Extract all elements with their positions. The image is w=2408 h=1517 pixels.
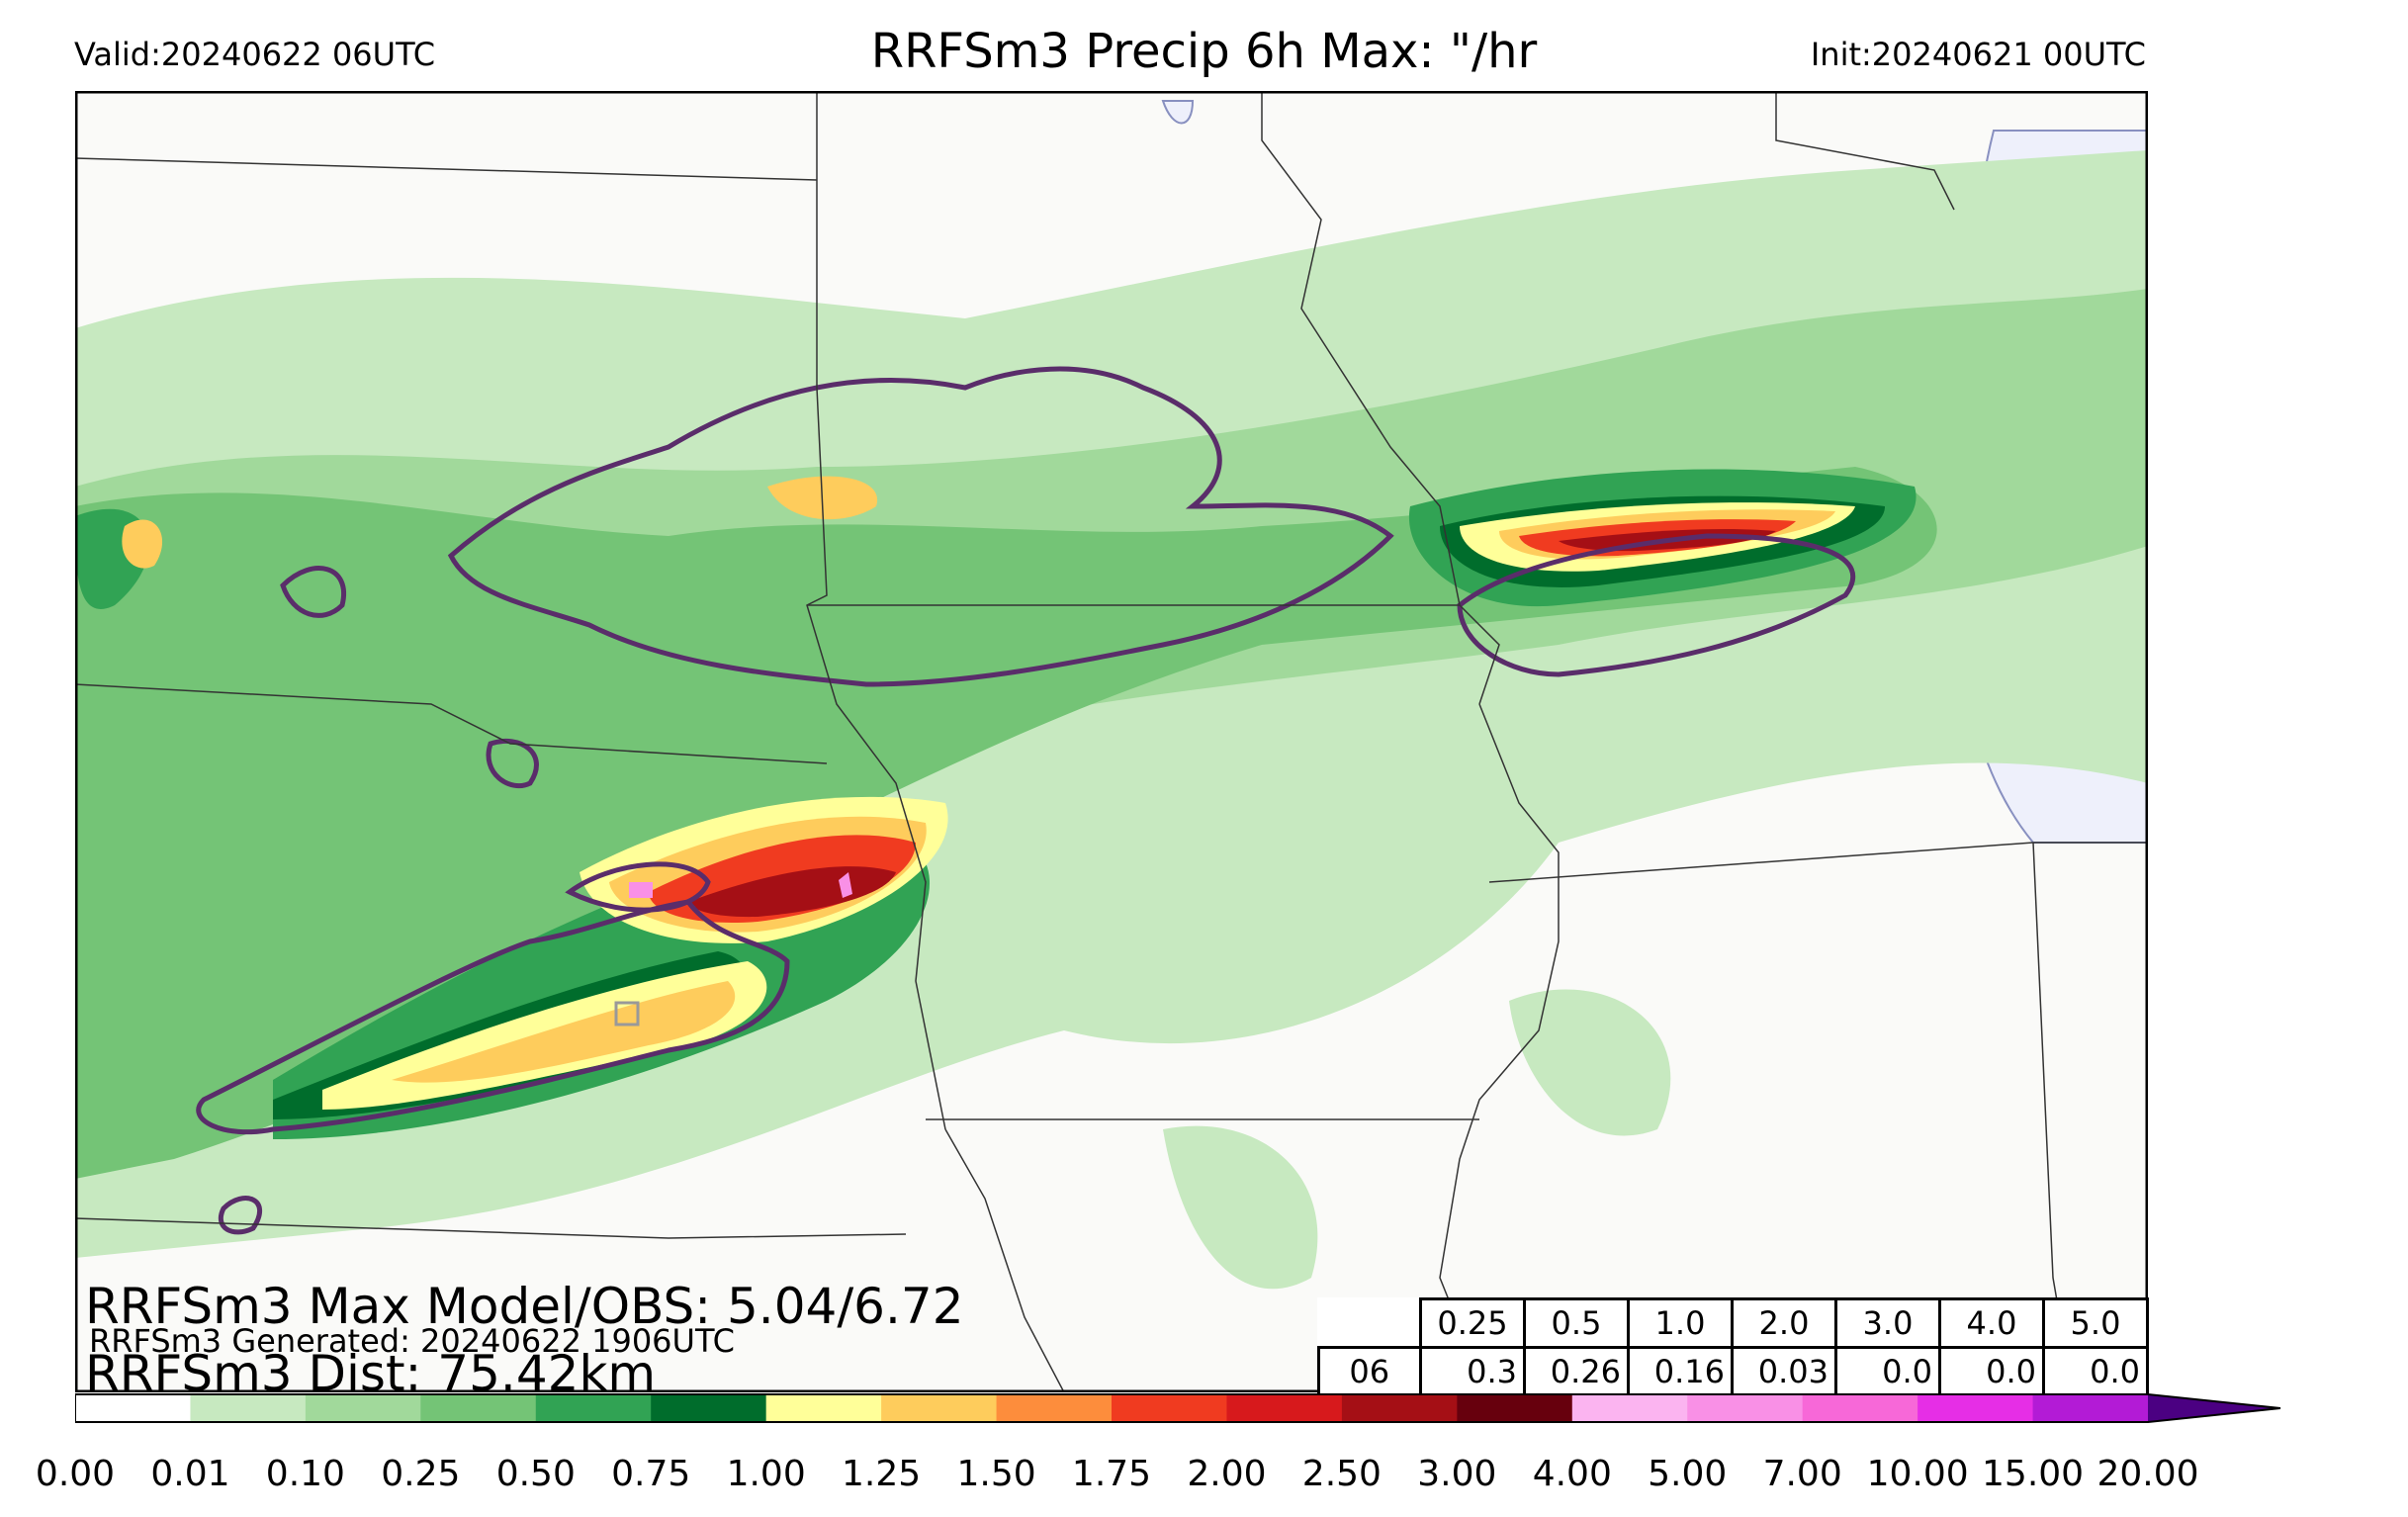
precip-map <box>75 91 2148 1392</box>
colorbar-segment <box>1226 1394 1343 1422</box>
threshold-cell: 3.0 <box>1834 1297 1941 1349</box>
colorbar-tick-label: 20.00 <box>2096 1454 2199 1494</box>
colorbar-tick-label: 0.10 <box>265 1454 345 1494</box>
threshold-cell: 2.0 <box>1731 1297 1837 1349</box>
colorbar-segment <box>1917 1394 2034 1422</box>
colorbar-tick-label: 2.50 <box>1301 1454 1382 1494</box>
colorbar-tick-label: 5.00 <box>1648 1454 1728 1494</box>
value-cell: 0.3 <box>1419 1346 1526 1397</box>
colorbar-segment <box>1687 1394 1804 1422</box>
colorbar-outline <box>75 1393 2281 1423</box>
threshold-cell: 5.0 <box>2042 1297 2149 1349</box>
colorbar-segment <box>1112 1394 1227 1422</box>
lake-small <box>1161 100 1195 125</box>
colorbar-tick-label: 0.50 <box>495 1454 576 1494</box>
generated-label: RRFSm3 Generated: 20240622 1906UTC <box>89 1322 735 1360</box>
threshold-cell: 0.5 <box>1523 1297 1630 1349</box>
colorbar-tick-label: 0.75 <box>611 1454 691 1494</box>
value-cell: 0.16 <box>1627 1346 1734 1397</box>
colorbar-tick-label: 0.00 <box>35 1454 116 1494</box>
colorbar-segment <box>881 1394 998 1422</box>
value-cell: 0.0 <box>1834 1346 1941 1397</box>
colorbar-tick-label: 2.00 <box>1187 1454 1267 1494</box>
value-row: 06 0.3 0.26 0.16 0.03 0.0 0.0 0.0 <box>1316 1346 2149 1397</box>
colorbar-tick-label: 0.01 <box>150 1454 230 1494</box>
value-cell: 0.26 <box>1523 1346 1630 1397</box>
colorbar-segment <box>1457 1394 1573 1422</box>
distance-label: RRFSm3 Dist: 75.42km <box>85 1345 657 1402</box>
threshold-cell: 4.0 <box>1938 1297 2045 1349</box>
colorbar-segment <box>765 1394 882 1422</box>
hour-cell: 06 <box>1316 1346 1422 1397</box>
init-time-label: Init:20240621 00UTC <box>1810 36 2146 73</box>
colorbar <box>75 1393 2281 1423</box>
colorbar-tick-label: 1.25 <box>842 1454 922 1494</box>
colorbar-extend-arrow <box>2148 1394 2280 1422</box>
colorbar-segment <box>1341 1394 1458 1422</box>
threshold-table: 0.25 0.5 1.0 2.0 3.0 4.0 5.0 06 0.3 0.26… <box>1316 1297 2149 1397</box>
threshold-cell: 0.25 <box>1419 1297 1526 1349</box>
colorbar-tick-label: 10.00 <box>1866 1454 1969 1494</box>
colorbar-tick-label: 1.50 <box>956 1454 1036 1494</box>
colorbar-segment <box>75 1394 191 1422</box>
colorbar-tick-label: 15.00 <box>1982 1454 2085 1494</box>
max-model-obs-label: RRFSm3 Max Model/OBS: 5.04/6.72 <box>85 1278 964 1335</box>
colorbar-segment <box>420 1394 537 1422</box>
colorbar-segment <box>2032 1394 2149 1422</box>
obs-max-marker <box>614 1001 640 1026</box>
colorbar-segment <box>1571 1394 1688 1422</box>
colorbar-segment <box>651 1394 767 1422</box>
threshold-cell: 1.0 <box>1627 1297 1734 1349</box>
obs-contours <box>196 366 1856 1235</box>
precip-pink <box>629 872 852 898</box>
colorbar-tick-labels: 0.00 0.01 0.10 0.25 0.50 0.75 1.00 1.25 1.50 1.75… <box>0 1454 2408 1494</box>
value-cell: 0.0 <box>1938 1346 2045 1397</box>
colorbar-tick-label: 3.00 <box>1417 1454 1497 1494</box>
threshold-row: 0.25 0.5 1.0 2.0 3.0 4.0 5.0 <box>1318 1297 2149 1349</box>
colorbar-segment <box>535 1394 652 1422</box>
table-corner <box>1318 1299 1421 1348</box>
colorbar-segment <box>305 1394 421 1422</box>
value-cell: 0.03 <box>1731 1346 1837 1397</box>
valid-time-label: Valid:20240622 06UTC <box>74 36 436 73</box>
colorbar-tick-label: 7.00 <box>1762 1454 1842 1494</box>
colorbar-segment <box>996 1394 1113 1422</box>
colorbar-segment <box>190 1394 307 1422</box>
colorbar-tick-label: 1.75 <box>1071 1454 1152 1494</box>
colorbar-tick-label: 4.00 <box>1532 1454 1612 1494</box>
colorbar-tick-label: 0.25 <box>381 1454 461 1494</box>
colorbar-segment <box>1802 1394 1918 1422</box>
plot-title: RRFSm3 Precip 6h Max: "/hr <box>870 24 1538 79</box>
map-frame <box>75 91 2148 1392</box>
precip-med <box>75 467 1937 1179</box>
colorbar-tick-label: 1.00 <box>726 1454 806 1494</box>
value-cell: 0.0 <box>2042 1346 2149 1397</box>
